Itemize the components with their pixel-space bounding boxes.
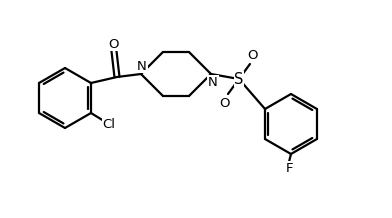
Text: O: O bbox=[109, 37, 119, 51]
Text: S: S bbox=[234, 72, 244, 87]
Text: O: O bbox=[220, 97, 230, 109]
Text: N: N bbox=[137, 60, 147, 73]
Text: Cl: Cl bbox=[102, 118, 116, 131]
Text: F: F bbox=[286, 162, 294, 174]
Text: N: N bbox=[208, 75, 218, 89]
Text: O: O bbox=[248, 48, 258, 61]
